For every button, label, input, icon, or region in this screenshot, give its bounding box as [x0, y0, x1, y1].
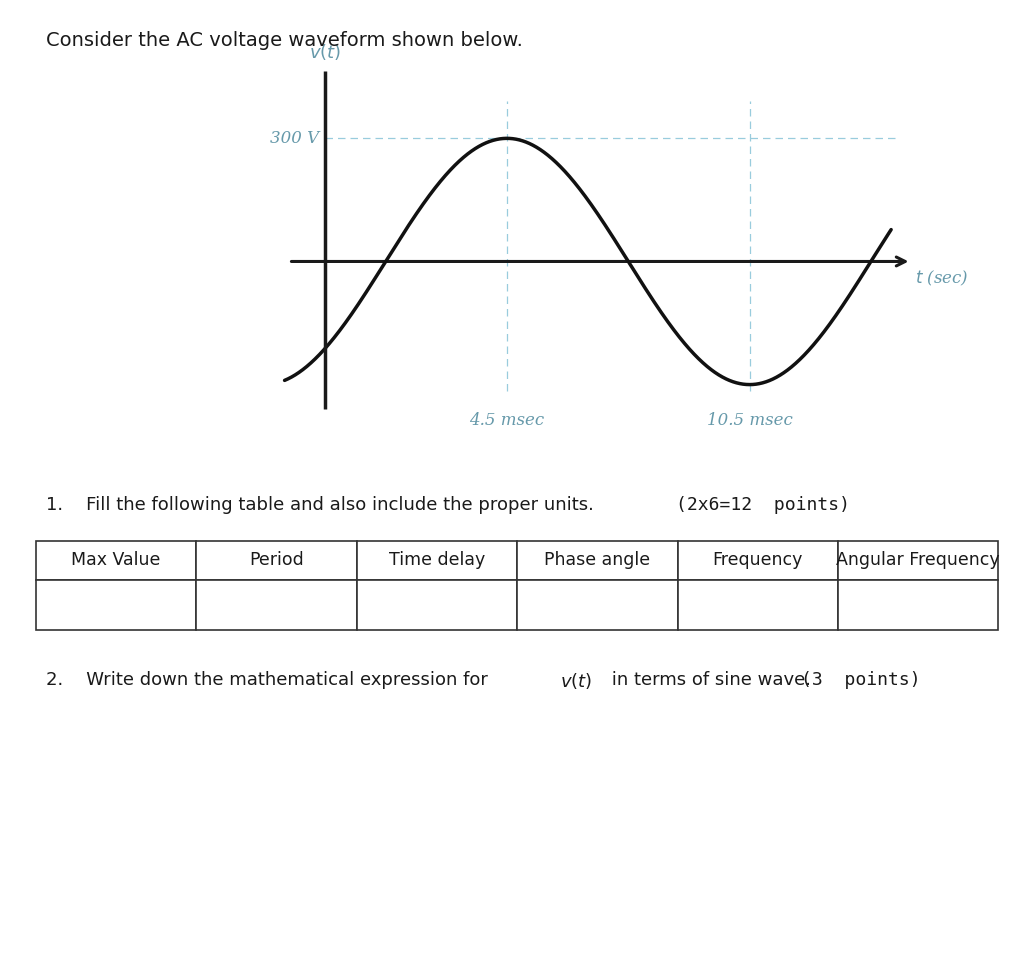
Text: 10.5 msec: 10.5 msec	[707, 412, 793, 429]
Text: $t$ (sec): $t$ (sec)	[915, 269, 969, 288]
Text: 2.    Write down the mathematical expression for: 2. Write down the mathematical expressio…	[46, 671, 494, 689]
Text: in terms of sine wave.: in terms of sine wave.	[606, 671, 828, 689]
Text: $v(t)$: $v(t)$	[309, 42, 341, 62]
Text: (2x6=12  points): (2x6=12 points)	[676, 496, 850, 514]
Text: 4.5 msec: 4.5 msec	[469, 412, 545, 429]
Text: Consider the AC voltage waveform shown below.: Consider the AC voltage waveform shown b…	[46, 31, 523, 51]
Text: 1.    Fill the following table and also include the proper units.: 1. Fill the following table and also inc…	[46, 496, 600, 514]
Text: (3  points): (3 points)	[801, 671, 921, 689]
Text: 300 V: 300 V	[269, 130, 318, 147]
Text: $v(t)$: $v(t)$	[560, 671, 592, 691]
